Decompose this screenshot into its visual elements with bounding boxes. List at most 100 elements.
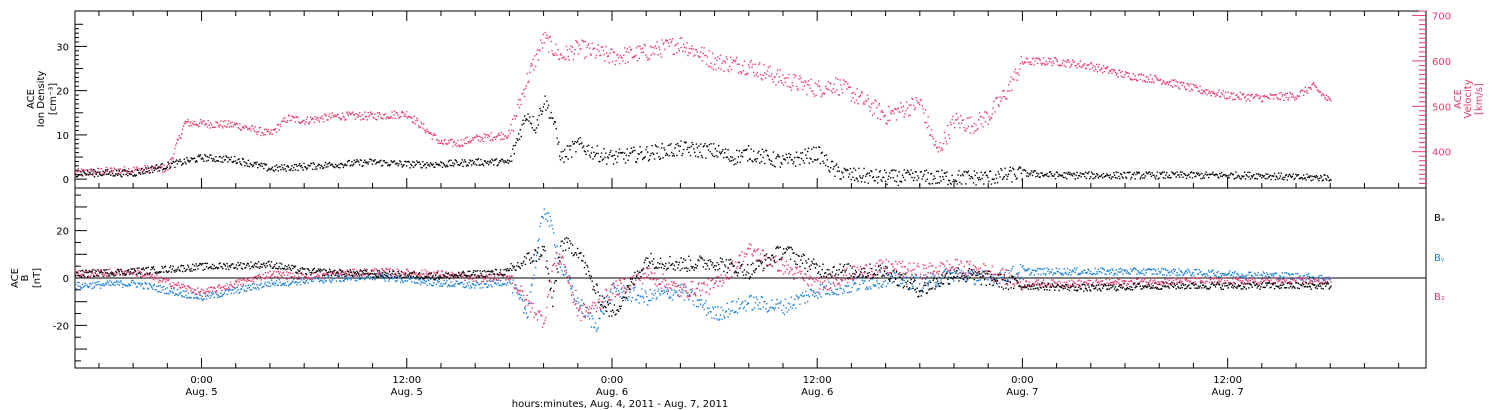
velocity-point [1065, 65, 1067, 68]
bz-point [240, 279, 243, 282]
density-point [1313, 175, 1315, 178]
by-point [747, 302, 749, 304]
density-point [1169, 177, 1171, 179]
density-point [420, 166, 422, 169]
density-point [1231, 172, 1233, 175]
density-point [393, 160, 396, 162]
density-point [676, 154, 678, 157]
velocity-point [1243, 93, 1245, 95]
velocity-point [210, 124, 213, 126]
density-point [620, 151, 622, 154]
velocity-point [630, 48, 633, 51]
bz-point [255, 275, 257, 278]
by-point [138, 283, 140, 285]
by-point [457, 282, 459, 285]
density-point [1119, 178, 1121, 180]
velocity-point [1295, 96, 1297, 98]
velocity-point [818, 85, 821, 88]
density-point [983, 172, 986, 174]
density-point [517, 139, 519, 141]
velocity-point [77, 167, 79, 170]
by-point [187, 297, 189, 299]
by-point [385, 275, 387, 278]
velocity-point [323, 113, 326, 115]
density-point [109, 171, 111, 173]
by-point [243, 289, 245, 291]
bz-point [249, 277, 251, 279]
density-point [192, 158, 194, 160]
by-point [700, 299, 703, 301]
velocity-point [909, 114, 911, 117]
velocity-point [757, 75, 759, 78]
density-point [1003, 175, 1005, 178]
velocity-point [636, 60, 639, 62]
velocity-point [925, 121, 928, 124]
velocity-point [176, 138, 179, 140]
density-point [358, 161, 360, 163]
by-point [1094, 267, 1096, 270]
velocity-point [1144, 81, 1147, 83]
density-point [871, 170, 873, 173]
velocity-point [800, 81, 803, 83]
velocity-point [852, 97, 854, 99]
velocity-point [222, 127, 224, 129]
bz-point [246, 278, 249, 280]
bz-point [187, 285, 189, 287]
density-point [226, 156, 228, 158]
density-point [1241, 175, 1243, 177]
velocity-point [794, 74, 797, 77]
by-point [348, 277, 351, 280]
density-point [720, 152, 722, 154]
bz-point [229, 281, 232, 283]
density-point [812, 161, 814, 163]
velocity-point [1318, 90, 1320, 92]
by-point [1178, 268, 1180, 270]
density-point [850, 178, 852, 181]
bz-point [366, 268, 368, 271]
by-point [418, 279, 421, 281]
velocity-point [1039, 59, 1041, 61]
density-point [820, 152, 823, 154]
density-point [376, 161, 379, 163]
density-point [668, 155, 670, 157]
by-point [436, 279, 439, 282]
density-point [626, 148, 628, 150]
density-point [147, 167, 150, 169]
density-point [846, 168, 848, 171]
by-point [442, 282, 445, 285]
density-point [745, 149, 747, 151]
by-point [853, 283, 855, 286]
density-point [815, 146, 817, 149]
by-point [647, 304, 649, 306]
by-point [1041, 268, 1043, 271]
bz-point [291, 276, 293, 278]
bz-point [245, 277, 247, 279]
density-point [600, 152, 603, 154]
velocity-point [138, 172, 140, 175]
density-point [1269, 174, 1271, 177]
by-point [525, 312, 528, 315]
velocity-point [503, 138, 505, 140]
velocity-point [1031, 57, 1034, 60]
bz-point [227, 288, 229, 290]
velocity-point [1239, 91, 1241, 94]
by-point [405, 280, 407, 282]
by-point [1290, 273, 1293, 276]
velocity-point [441, 142, 444, 145]
by-point [137, 282, 139, 284]
bz-point [203, 292, 205, 294]
velocity-point [1083, 64, 1085, 67]
bz-point [346, 273, 348, 275]
velocity-point [1068, 61, 1070, 63]
bz-point [124, 270, 126, 272]
density-point [880, 179, 882, 181]
velocity-point [822, 92, 824, 94]
density-point [1278, 177, 1281, 179]
density-point [852, 176, 854, 178]
velocity-point [275, 131, 278, 133]
by-point [523, 307, 526, 309]
velocity-point [298, 121, 300, 123]
velocity-point [766, 70, 769, 72]
by-point [466, 282, 469, 284]
by-point [1161, 274, 1164, 276]
